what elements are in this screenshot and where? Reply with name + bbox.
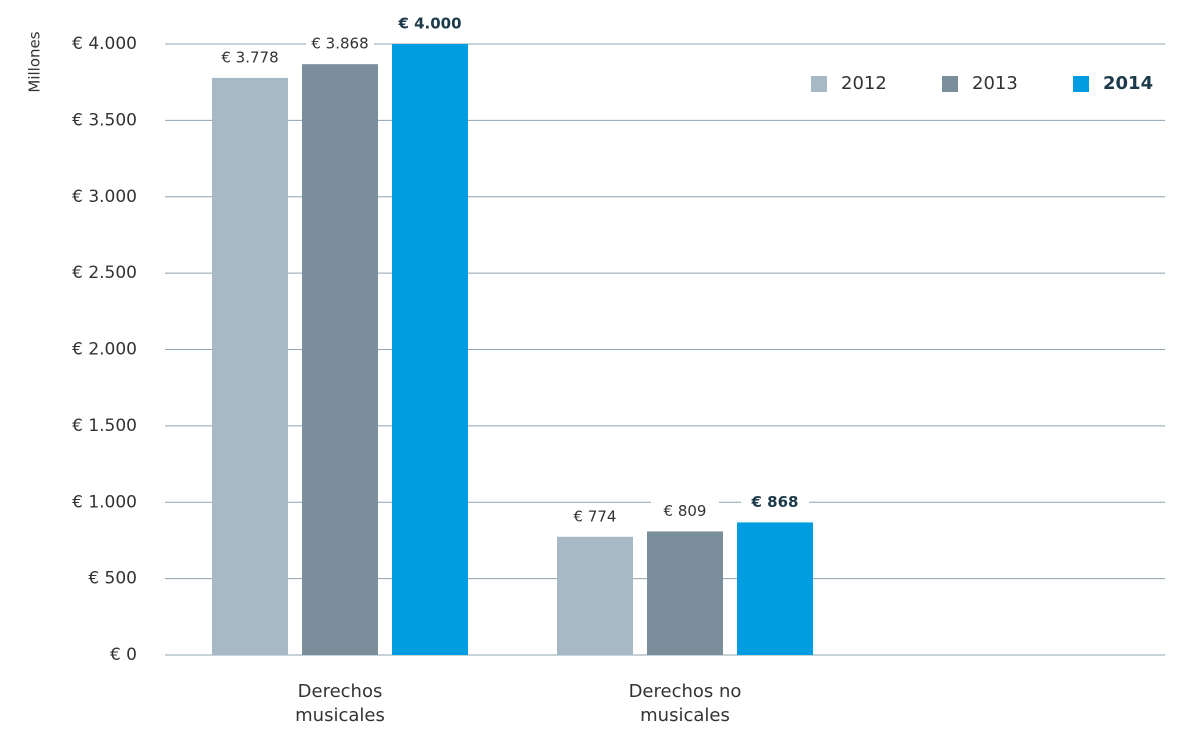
- label-bg: [651, 499, 719, 526]
- x-tick-label: Derechos musicales: [295, 681, 385, 726]
- bar: [392, 44, 468, 655]
- label-bg: [396, 12, 464, 38]
- legend-swatch: [1073, 76, 1089, 92]
- label-bg: [561, 504, 629, 531]
- y-tick-label: € 3.500: [72, 110, 137, 130]
- y-tick-label: € 1.500: [72, 416, 137, 436]
- y-tick-label: € 500: [88, 569, 137, 589]
- legend-label: 2012: [841, 73, 887, 94]
- legend-label: 2013: [972, 73, 1018, 94]
- y-tick-label: € 4.000: [72, 34, 137, 54]
- y-axis-label: Millones: [26, 31, 44, 92]
- legend-label: 2014: [1103, 73, 1153, 94]
- label-bg: [741, 490, 809, 517]
- y-tick-label: € 1.000: [72, 492, 137, 512]
- bar: [212, 77, 288, 655]
- y-tick-label: € 3.000: [72, 187, 137, 207]
- label-bg: [216, 45, 284, 72]
- data-label: € 3.868: [311, 35, 368, 53]
- data-label: € 868: [751, 493, 799, 511]
- data-label: € 3.778: [221, 48, 278, 66]
- data-label: € 4.000: [397, 15, 461, 33]
- data-label: € 774: [574, 507, 617, 525]
- y-tick-label: € 0: [110, 645, 137, 665]
- label-bg: [306, 32, 374, 59]
- y-tick-label: € 2.500: [72, 263, 137, 283]
- legend-swatch: [942, 76, 958, 92]
- bar: [302, 64, 378, 655]
- bar: [647, 531, 723, 655]
- x-tick-label: Derechos no musicales: [628, 681, 742, 726]
- legend-swatch: [811, 76, 827, 92]
- bar: [737, 522, 813, 655]
- bar: [557, 536, 633, 655]
- data-label: € 809: [664, 502, 707, 520]
- y-tick-label: € 2.000: [72, 340, 137, 360]
